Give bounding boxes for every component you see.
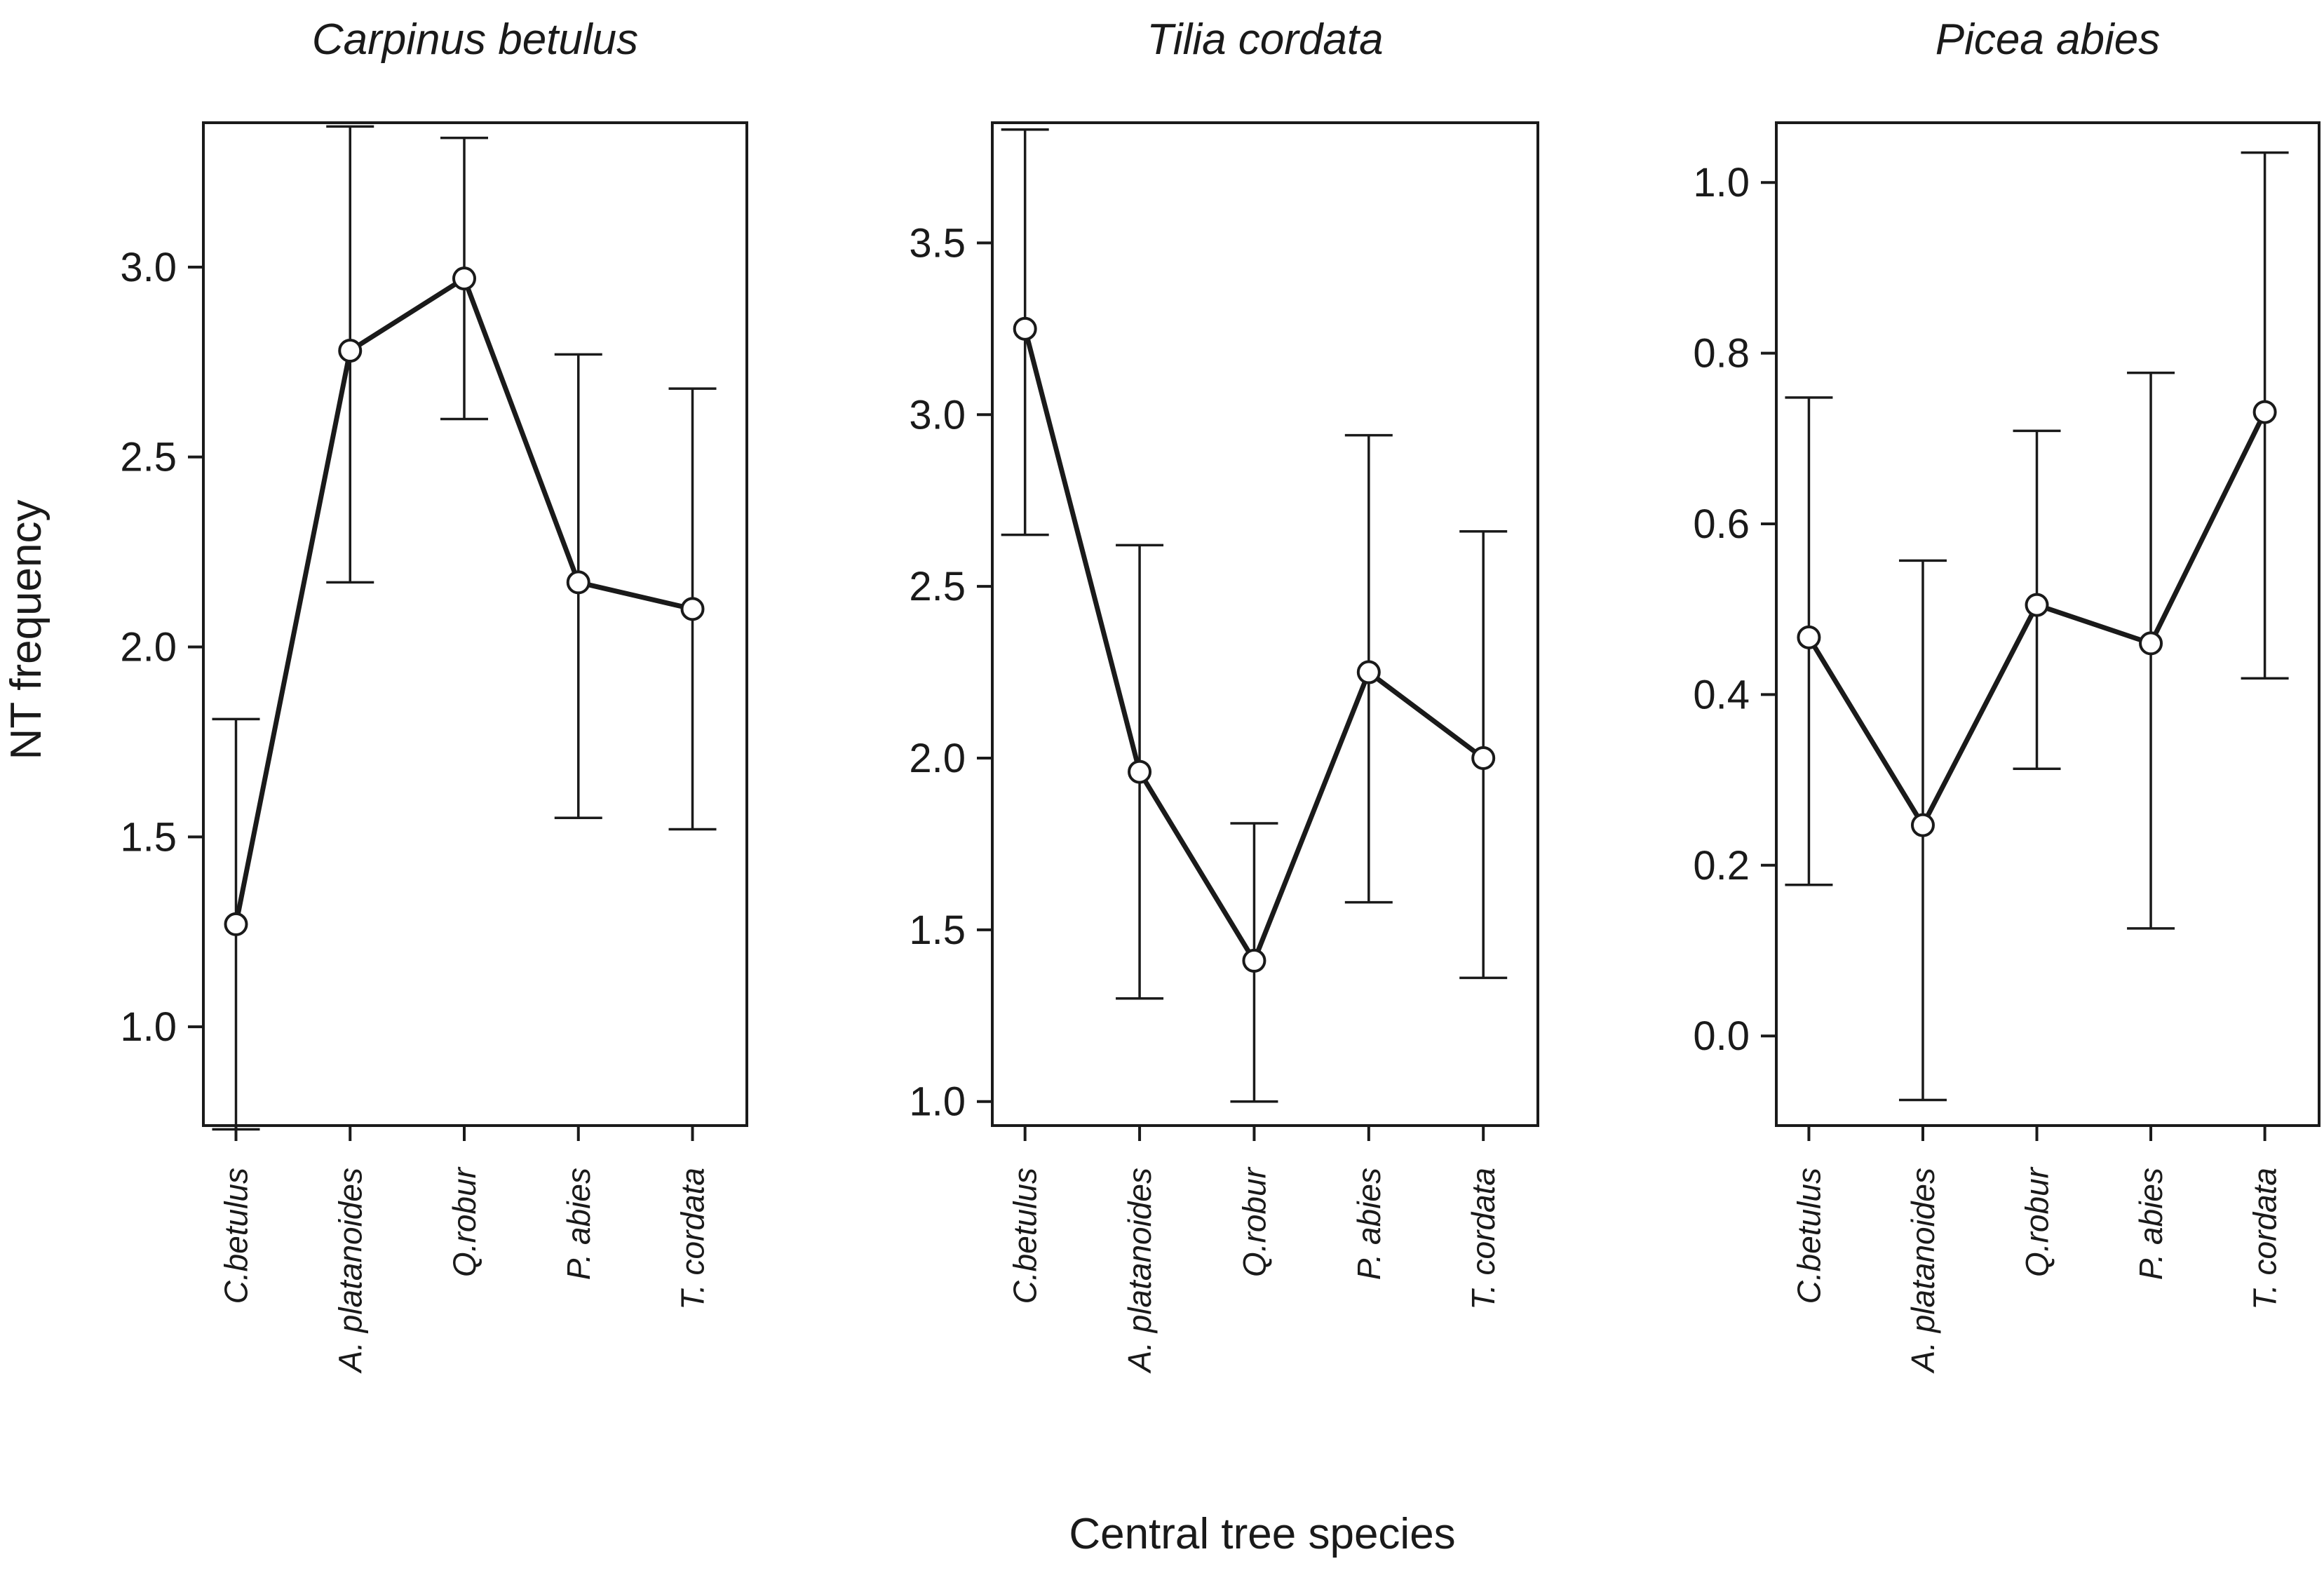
- panels: Carpinus betulus 1.0 1.5 2.0 2.5 3.0 C.betulus…: [120, 15, 2320, 1375]
- y-tick-label: 2.0: [909, 736, 966, 781]
- y-tick-label: 2.5: [120, 435, 177, 480]
- category-label: C.betulus: [1007, 1168, 1043, 1304]
- mean-point: [452, 266, 476, 291]
- plot-frame: [1775, 121, 2320, 1127]
- y-tick-label: 0.2: [1693, 843, 1750, 889]
- y-tick-label: 1.0: [120, 1004, 177, 1050]
- panel-2: Tilia cordata 1.0 1.5 2.0 2.5 3.0 3.5 C.betulus…: [909, 15, 1539, 1375]
- mean-point: [224, 912, 248, 936]
- y-tick-label: 0.8: [1693, 331, 1750, 377]
- y-tick-label: 1.5: [120, 814, 177, 860]
- category-label: A. platanoides: [1121, 1168, 1158, 1375]
- y-tick-label: 0.4: [1693, 672, 1750, 717]
- panel-title: Picea abies: [1935, 15, 2161, 64]
- category-label: A. platanoides: [332, 1168, 368, 1375]
- category-label: T. cordata: [675, 1168, 711, 1310]
- panel-3: Picea abies 0.0 0.2 0.4 0.6 0.8 1.0 C.betulus A.…: [1693, 15, 2320, 1375]
- category-label: P. abies: [2133, 1168, 2169, 1280]
- category-label: T. cordata: [1465, 1168, 1501, 1310]
- mean-point: [2025, 593, 2049, 617]
- mean-point: [1242, 948, 1266, 973]
- y-tick-label: 0.0: [1693, 1013, 1750, 1059]
- mean-point: [680, 597, 705, 621]
- category-label: C.betulus: [1790, 1168, 1827, 1304]
- mean-point: [566, 570, 590, 595]
- x-axis-label: Central tree species: [1069, 1510, 1455, 1558]
- y-tick-label: 3.0: [909, 392, 966, 438]
- category-label: P. abies: [560, 1168, 597, 1280]
- y-axis-label: NT frequency: [2, 499, 50, 760]
- category-label: Q.robur: [446, 1166, 482, 1277]
- mean-point: [1797, 625, 1821, 649]
- panel-1: Carpinus betulus 1.0 1.5 2.0 2.5 3.0 C.betulus…: [120, 15, 748, 1375]
- mean-point: [1356, 660, 1381, 684]
- panel-title: Tilia cordata: [1147, 15, 1383, 64]
- mean-point: [2252, 400, 2277, 424]
- y-tick-label: 3.5: [909, 220, 966, 266]
- mean-point: [1471, 745, 1496, 770]
- y-tick-label: 2.0: [120, 625, 177, 670]
- y-tick-label: 1.0: [909, 1079, 966, 1125]
- mean-point: [1013, 316, 1037, 341]
- category-label: Q.robur: [2019, 1166, 2055, 1277]
- category-label: T. cordata: [2247, 1168, 2283, 1310]
- panel-title: Carpinus betulus: [312, 15, 638, 64]
- mean-point: [1910, 813, 1935, 837]
- plot-frame: [991, 121, 1539, 1127]
- y-tick-label: 3.0: [120, 245, 177, 290]
- y-tick-label: 2.5: [909, 564, 966, 609]
- y-tick-label: 1.0: [1693, 160, 1750, 205]
- y-tick-label: 1.5: [909, 907, 966, 953]
- mean-point: [2139, 631, 2163, 656]
- mean-point: [1128, 760, 1152, 784]
- category-label: P. abies: [1351, 1168, 1387, 1280]
- plot-frame: [202, 121, 748, 1127]
- y-tick-label: 0.6: [1693, 501, 1750, 547]
- category-label: Q.robur: [1236, 1166, 1272, 1277]
- mean-point: [338, 339, 363, 363]
- category-label: C.betulus: [218, 1168, 255, 1304]
- category-label: A. platanoides: [1905, 1168, 1941, 1375]
